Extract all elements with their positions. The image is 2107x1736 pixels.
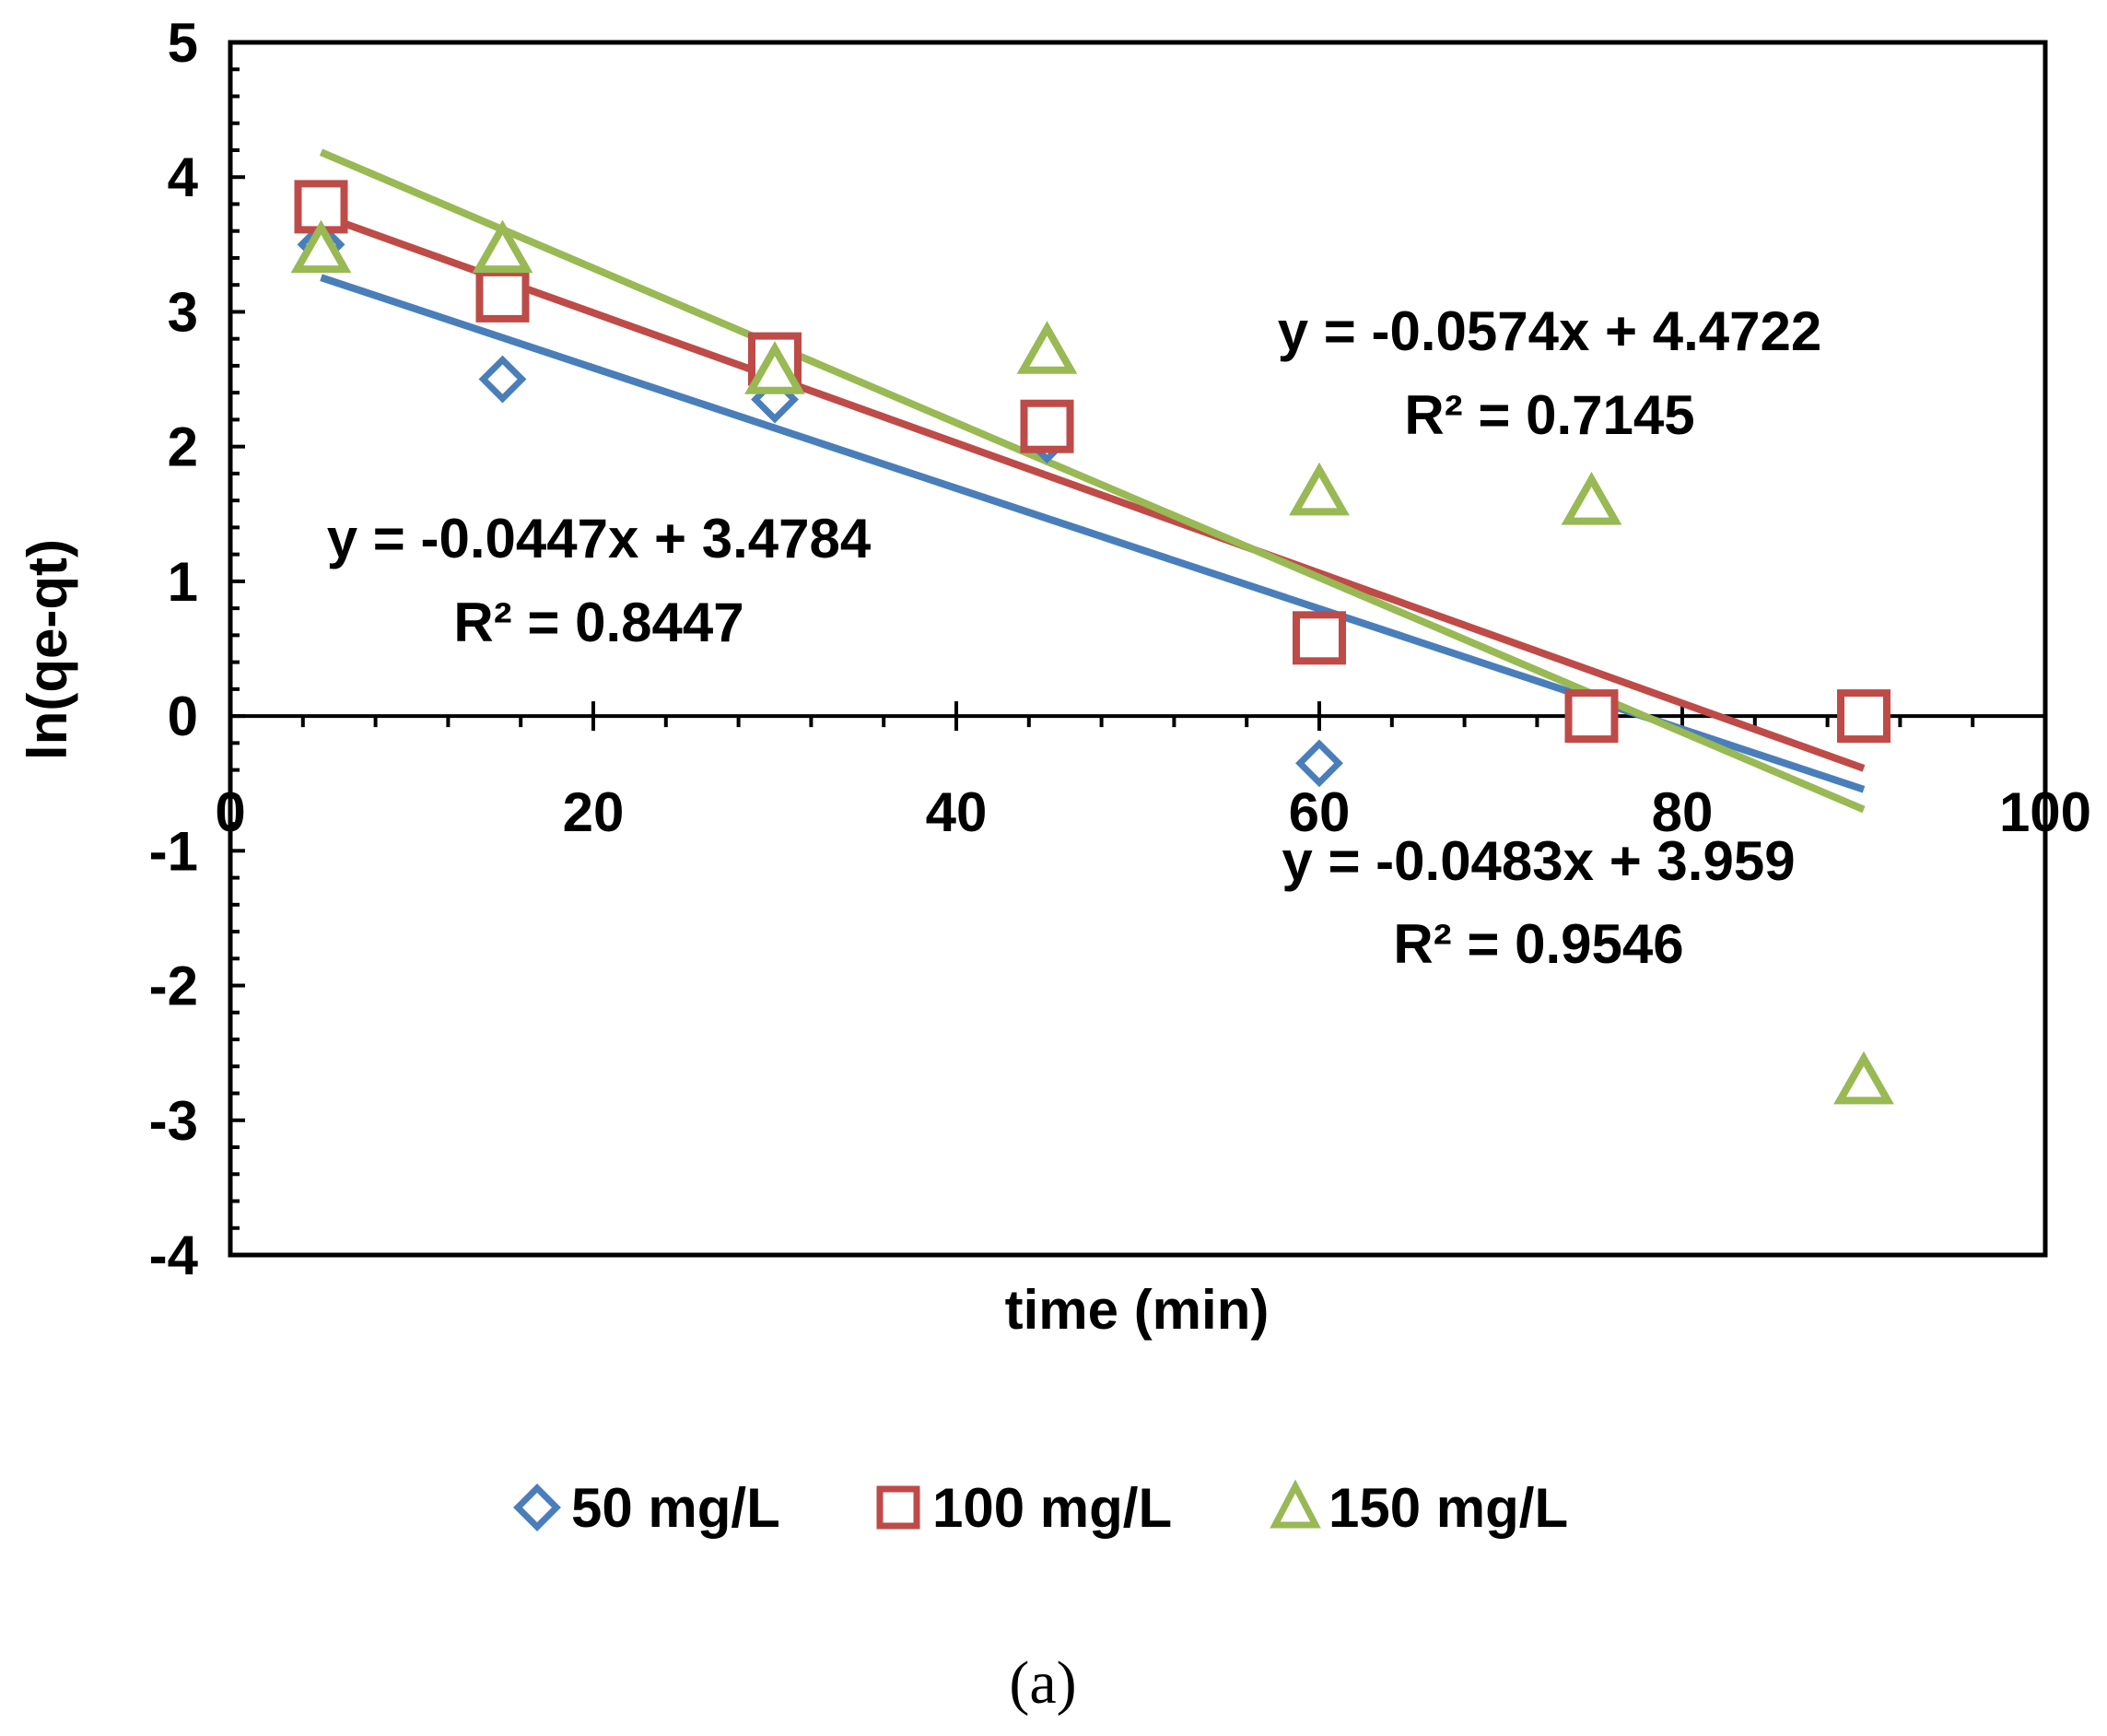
y-tick-label: 3: [168, 281, 198, 343]
legend-item-50: 50 mg/L: [513, 1477, 780, 1539]
x-axis-title: time (min): [1005, 1279, 1270, 1341]
x-tick-label: 60: [1289, 781, 1351, 843]
diamond-marker-icon: [513, 1484, 561, 1531]
data-point-150-mg-l: [1289, 462, 1350, 516]
data-point-150-mg-l: [1561, 472, 1622, 525]
y-tick-labels: -4 -3 -2 -1 0 1 2 3 4 5: [149, 12, 199, 1286]
x-axis-zero-line-group: [228, 701, 2047, 732]
legend-label-100: 100 mg/L: [932, 1477, 1172, 1539]
y-tick-label: -3: [149, 1090, 198, 1152]
triangle-marker-icon: [1270, 1479, 1321, 1529]
r2-label-100: R² = 0.9546: [1393, 913, 1683, 975]
y-axis-title: ln(qe-qt): [17, 539, 78, 760]
data-point-150-mg-l: [744, 341, 805, 394]
y-tick-label: 4: [168, 147, 199, 208]
y-tick-label: -1: [149, 820, 198, 882]
legend-item-100: 100 mg/L: [876, 1477, 1172, 1539]
legend: 50 mg/L 100 mg/L 150 mg/L: [513, 1477, 1568, 1539]
x-tick-label: 80: [1652, 781, 1714, 843]
equation-label-50: y = -0.0447x + 3.4784: [327, 508, 872, 569]
equation-label-150: y = -0.0574x + 4.4722: [1278, 300, 1822, 362]
r2-label-50: R² = 0.8447: [453, 592, 743, 653]
plot-area: [228, 40, 2048, 1258]
legend-label-150: 150 mg/L: [1329, 1477, 1568, 1539]
x-tick-label: 40: [926, 781, 988, 843]
data-point-150-mg-l: [1833, 1050, 1894, 1105]
figure-caption: (a): [1009, 1649, 1076, 1717]
x-tick-labels: 0 20 40 60 80 100: [215, 781, 2091, 843]
y-tick-label: 5: [168, 12, 198, 74]
y-tick-label: -2: [149, 956, 198, 1017]
data-point-150-mg-l: [1016, 321, 1078, 374]
x-tick-label: 20: [563, 781, 625, 843]
y-tick-label: 0: [168, 686, 198, 747]
r2-label-150: R² = 0.7145: [1404, 384, 1694, 446]
data-point-150-mg-l: [472, 219, 533, 274]
data-markers: [290, 180, 1894, 1105]
y-tick-label: 2: [168, 416, 198, 478]
data-point-100-mg-l: [1293, 611, 1346, 665]
trendline-100-mg-l: [320, 211, 1866, 772]
x-tick-label: 0: [215, 781, 245, 843]
data-point-100-mg-l: [1020, 399, 1074, 453]
x-tick-label: 100: [1999, 781, 2091, 843]
data-point-100-mg-l: [475, 268, 530, 323]
data-point-100-mg-l: [1564, 689, 1619, 744]
data-point-100-mg-l: [1837, 689, 1890, 744]
legend-item-150: 150 mg/L: [1270, 1477, 1568, 1539]
data-point-150-mg-l: [290, 219, 352, 274]
data-point-50-mg-l: [1295, 739, 1343, 788]
equation-label-100: y = -0.0483x + 3.959: [1282, 830, 1795, 892]
y-tick-label: -4: [149, 1225, 199, 1286]
legend-label-50: 50 mg/L: [571, 1477, 780, 1539]
y-tick-label: 1: [168, 551, 198, 613]
square-marker-icon: [876, 1485, 920, 1530]
data-point-50-mg-l: [478, 355, 527, 404]
